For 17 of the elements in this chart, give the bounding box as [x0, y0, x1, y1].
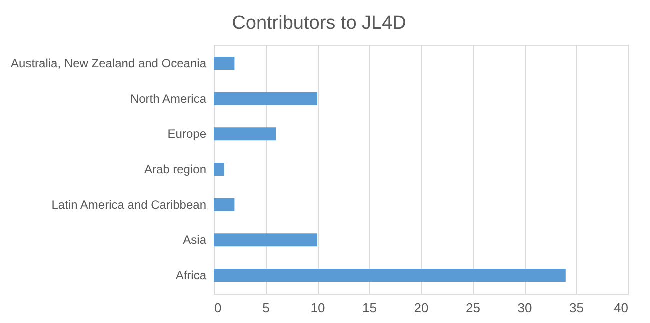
x-tick-label: 20 — [414, 300, 429, 316]
x-tick-label: 0 — [214, 300, 222, 316]
y-tick-label: Australia, New Zealand and Oceania — [11, 56, 207, 71]
x-tick-label: 5 — [262, 300, 270, 316]
x-tick-label: 40 — [614, 300, 628, 316]
x-tick-label: 25 — [466, 300, 480, 316]
y-tick-label: Europe — [168, 127, 207, 142]
chart-title: Contributors to JL4D — [232, 13, 406, 34]
y-tick-label: Arab region — [144, 162, 206, 176]
y-tick-label: Latin America and Caribbean — [52, 198, 206, 212]
y-tick-label: Africa — [176, 268, 207, 282]
x-tick-label: 10 — [310, 300, 326, 316]
y-tick-label: North America — [130, 92, 207, 106]
x-tick-label: 15 — [362, 300, 377, 316]
x-tick-label: 30 — [518, 300, 532, 316]
y-tick-label: Asia — [183, 233, 207, 248]
x-tick-label: 35 — [570, 300, 584, 316]
